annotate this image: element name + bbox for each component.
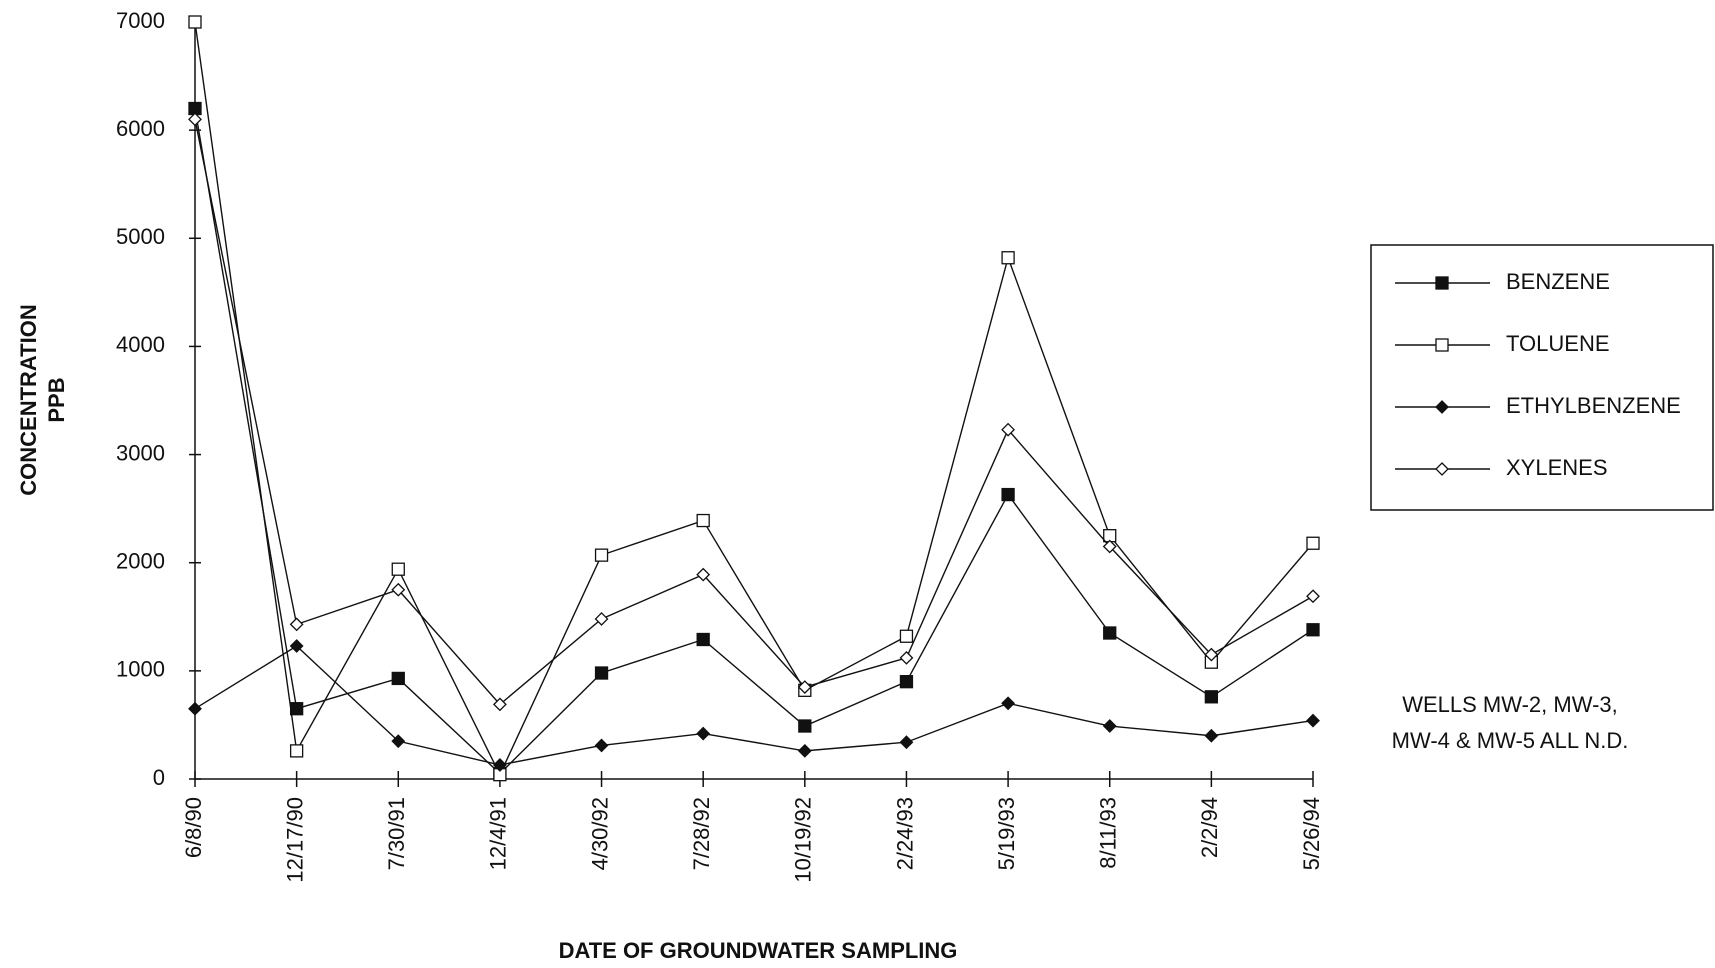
- data-point: [492, 697, 507, 712]
- data-point: [391, 734, 406, 749]
- y-tick-label: 6000: [116, 116, 165, 141]
- data-point: [696, 567, 711, 582]
- data-point: [289, 702, 304, 716]
- data-point: [899, 650, 914, 665]
- data-point: [899, 675, 914, 689]
- data-point: [1204, 647, 1219, 662]
- legend-marker: [1435, 400, 1449, 414]
- y-tick-label: 4000: [116, 332, 165, 357]
- x-tick-label: 10/19/92: [791, 797, 816, 883]
- data-point: [188, 701, 202, 716]
- legend-label: XYLENES: [1506, 455, 1608, 480]
- data-point: [1001, 422, 1016, 437]
- x-tick-label: 4/30/92: [587, 797, 612, 870]
- x-tick-label: 6/8/90: [181, 797, 206, 858]
- data-point: [1306, 536, 1320, 550]
- y-tick-label: 2000: [116, 549, 165, 574]
- data-point: [1204, 728, 1219, 743]
- data-point: [696, 632, 710, 647]
- x-axis-label: DATE OF GROUNDWATER SAMPLING: [559, 938, 958, 963]
- x-tick-label: 2/24/93: [892, 797, 917, 870]
- y-tick-label: 0: [153, 765, 165, 790]
- data-point: [289, 744, 304, 758]
- data-point: [1001, 696, 1016, 711]
- x-tick-label: 7/30/91: [384, 797, 409, 870]
- y-tick-label: 7000: [116, 8, 165, 33]
- data-point: [798, 719, 812, 733]
- x-tick-label: 2/2/94: [1197, 797, 1222, 858]
- legend-marker: [1435, 276, 1449, 290]
- series-line: [194, 108, 1314, 775]
- x-tick-label: 12/4/91: [486, 797, 511, 870]
- data-point: [594, 612, 609, 626]
- data-point: [188, 112, 202, 127]
- data-point: [1102, 539, 1117, 554]
- data-point: [391, 671, 405, 686]
- data-point: [188, 15, 202, 29]
- data-point: [696, 726, 711, 741]
- y-tick-label: 1000: [116, 657, 165, 682]
- annotation: WELLS MW-2, MW-3,: [1402, 692, 1618, 717]
- y-tick-label: 5000: [116, 224, 165, 249]
- data-point: [696, 513, 710, 528]
- data-point: [899, 735, 914, 750]
- legend-marker: [1435, 338, 1449, 352]
- data-point: [797, 680, 812, 694]
- data-point: [594, 738, 609, 753]
- data-point: [1102, 719, 1117, 733]
- y-axis-label: PPB: [44, 377, 69, 422]
- data-point: [797, 743, 812, 758]
- data-point: [289, 617, 304, 632]
- x-tick-label: 5/26/94: [1299, 797, 1324, 870]
- y-axis-label: CONCENTRATION: [16, 304, 41, 495]
- data-point: [899, 629, 914, 643]
- legend-label: ETHYLBENZENE: [1506, 393, 1681, 418]
- data-point: [594, 548, 609, 562]
- data-point: [391, 582, 406, 597]
- data-point: [594, 666, 609, 680]
- data-point: [1103, 626, 1117, 640]
- y-tick-label: 3000: [116, 440, 165, 465]
- data-point: [1306, 589, 1320, 604]
- series-line: [194, 21, 1314, 777]
- data-point: [1001, 487, 1015, 502]
- data-point: [492, 758, 507, 772]
- x-tick-label: 12/17/90: [282, 797, 307, 883]
- data-point: [391, 562, 405, 576]
- x-tick-label: 5/19/93: [994, 797, 1019, 870]
- annotation: MW-4 & MW-5 ALL N.D.: [1392, 728, 1629, 753]
- series-line: [194, 645, 1314, 766]
- legend-label: BENZENE: [1506, 269, 1610, 294]
- series-line: [194, 119, 1314, 706]
- x-tick-label: 7/28/92: [689, 797, 714, 870]
- legend-box: [1370, 244, 1714, 511]
- data-point: [1306, 713, 1320, 728]
- data-point: [289, 639, 304, 653]
- data-point: [1001, 251, 1015, 265]
- data-point: [1204, 690, 1219, 704]
- legend-label: TOLUENE: [1506, 331, 1610, 356]
- x-tick-label: 8/11/93: [1096, 797, 1121, 869]
- legend-marker: [1435, 462, 1449, 476]
- data-point: [1306, 623, 1320, 637]
